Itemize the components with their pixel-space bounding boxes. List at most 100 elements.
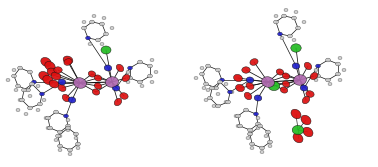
Ellipse shape <box>248 132 252 136</box>
Ellipse shape <box>291 16 296 20</box>
Ellipse shape <box>200 66 204 70</box>
Ellipse shape <box>40 92 44 96</box>
Ellipse shape <box>260 150 264 154</box>
Ellipse shape <box>42 98 46 102</box>
Ellipse shape <box>224 100 228 104</box>
Ellipse shape <box>150 80 154 84</box>
Ellipse shape <box>68 152 72 156</box>
Ellipse shape <box>282 73 290 79</box>
Ellipse shape <box>68 148 73 152</box>
Ellipse shape <box>304 62 312 70</box>
Ellipse shape <box>256 126 260 130</box>
Ellipse shape <box>114 98 122 106</box>
Ellipse shape <box>325 58 330 62</box>
Ellipse shape <box>57 144 62 148</box>
Ellipse shape <box>301 115 311 125</box>
Ellipse shape <box>254 112 259 116</box>
Ellipse shape <box>302 20 306 24</box>
Ellipse shape <box>58 134 62 138</box>
Ellipse shape <box>238 124 242 128</box>
Ellipse shape <box>46 126 50 130</box>
Ellipse shape <box>338 78 342 82</box>
Ellipse shape <box>76 142 81 146</box>
Ellipse shape <box>26 88 30 92</box>
Ellipse shape <box>28 106 33 110</box>
Ellipse shape <box>74 78 87 88</box>
Ellipse shape <box>54 138 58 142</box>
Ellipse shape <box>102 16 106 20</box>
Ellipse shape <box>235 84 245 92</box>
Ellipse shape <box>49 80 59 88</box>
Ellipse shape <box>128 66 132 70</box>
Ellipse shape <box>43 75 53 85</box>
Ellipse shape <box>249 142 254 146</box>
Ellipse shape <box>18 66 22 70</box>
Ellipse shape <box>116 64 124 72</box>
Ellipse shape <box>262 77 274 87</box>
Ellipse shape <box>248 128 253 132</box>
Ellipse shape <box>338 56 342 60</box>
Ellipse shape <box>314 68 318 72</box>
Ellipse shape <box>92 14 96 18</box>
Ellipse shape <box>104 65 112 71</box>
Ellipse shape <box>243 108 248 112</box>
Ellipse shape <box>64 114 68 118</box>
Ellipse shape <box>306 91 314 97</box>
Ellipse shape <box>292 38 296 42</box>
Ellipse shape <box>48 126 53 130</box>
Ellipse shape <box>94 75 102 81</box>
Ellipse shape <box>18 98 22 102</box>
Ellipse shape <box>122 74 130 81</box>
Ellipse shape <box>12 74 16 78</box>
Ellipse shape <box>56 134 60 138</box>
Ellipse shape <box>74 132 78 136</box>
Ellipse shape <box>280 36 284 40</box>
Ellipse shape <box>105 77 118 87</box>
Ellipse shape <box>37 102 42 106</box>
Ellipse shape <box>206 64 211 68</box>
Ellipse shape <box>246 136 250 140</box>
Ellipse shape <box>316 74 321 78</box>
Ellipse shape <box>204 82 208 86</box>
Ellipse shape <box>215 104 220 108</box>
Ellipse shape <box>212 104 216 108</box>
Ellipse shape <box>100 42 104 46</box>
Ellipse shape <box>291 44 301 52</box>
Ellipse shape <box>47 68 57 76</box>
Ellipse shape <box>128 76 132 80</box>
Ellipse shape <box>206 88 210 92</box>
Ellipse shape <box>291 109 301 119</box>
Ellipse shape <box>138 80 143 84</box>
Ellipse shape <box>36 108 40 112</box>
Ellipse shape <box>218 80 222 84</box>
Ellipse shape <box>303 127 313 137</box>
Ellipse shape <box>257 124 262 128</box>
Ellipse shape <box>112 85 120 91</box>
Ellipse shape <box>224 82 228 86</box>
Ellipse shape <box>88 42 92 46</box>
Ellipse shape <box>74 136 78 140</box>
Ellipse shape <box>274 20 279 24</box>
Ellipse shape <box>220 78 225 82</box>
Ellipse shape <box>154 70 158 74</box>
Ellipse shape <box>66 128 70 132</box>
Ellipse shape <box>248 132 253 136</box>
Ellipse shape <box>256 116 260 120</box>
Ellipse shape <box>209 86 214 90</box>
Ellipse shape <box>120 93 128 99</box>
Ellipse shape <box>292 125 304 135</box>
Ellipse shape <box>66 124 70 128</box>
Ellipse shape <box>138 60 143 64</box>
Ellipse shape <box>14 88 18 92</box>
Ellipse shape <box>200 72 204 76</box>
Ellipse shape <box>296 26 301 30</box>
Ellipse shape <box>336 62 341 66</box>
Ellipse shape <box>29 82 34 86</box>
Ellipse shape <box>294 10 298 14</box>
Ellipse shape <box>246 82 254 90</box>
Ellipse shape <box>147 64 152 68</box>
Ellipse shape <box>110 26 114 30</box>
Ellipse shape <box>244 92 252 100</box>
Ellipse shape <box>58 79 66 85</box>
Ellipse shape <box>58 148 62 152</box>
